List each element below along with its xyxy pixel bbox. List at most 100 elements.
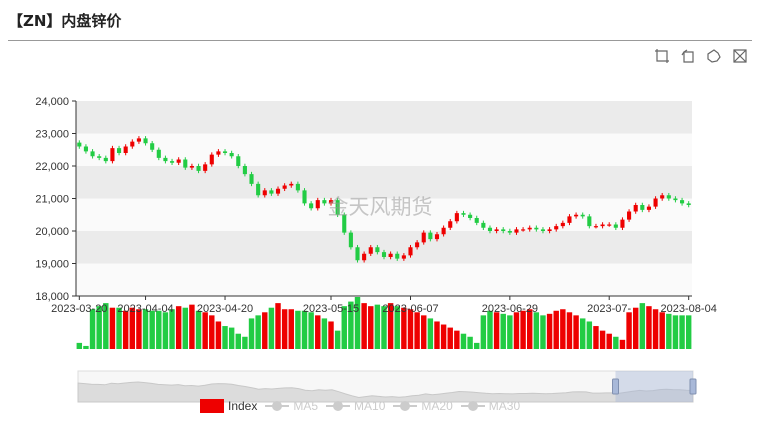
volume-bar [447,327,453,349]
legend-item-ma10[interactable]: MA10 [326,399,385,413]
candle-body [660,195,665,199]
volume-bar [89,309,96,349]
volume-bar [136,309,142,349]
x-tick-label: 2023-06-29 [482,303,538,315]
volume-bar [387,303,394,349]
candle-body [123,146,128,153]
zoom-back-icon[interactable] [680,48,696,64]
datazoom-preview [77,381,694,403]
candle-body [408,247,413,256]
legend-label-index: Index [228,399,258,413]
page-title: 【ZN】内盘锌价 [8,12,122,30]
candle-body [461,213,466,215]
volume-bar [394,306,400,349]
volume-bar [632,307,639,349]
volume-bar [401,307,407,349]
volume-bar [308,312,314,349]
x-tick-label: 2023-03-20 [51,303,107,315]
volume-bar [666,313,672,349]
volume-bar [268,307,275,349]
legend-label-ma10: MA10 [354,399,386,413]
datazoom-selection [615,371,693,402]
candle-body [275,188,281,194]
legend-line-icon [393,399,418,413]
candle-body [434,234,440,240]
y-tick-label: 22,000 [35,161,69,173]
legend-swatch-icon [200,399,224,413]
volume-bar [361,303,367,349]
restore-icon[interactable] [706,48,722,64]
candle-body [574,214,579,217]
x-tick-label: 2023-04-20 [197,303,253,315]
volume-bar [96,306,102,349]
volume-bar [593,326,599,349]
legend-item-ma30[interactable]: MA30 [460,399,521,413]
candle-body [527,227,532,230]
legend-label-ma30: MA30 [488,399,521,413]
candle-body [103,157,108,162]
volume-bar [228,327,235,349]
candle-body [613,224,618,228]
volume-bar [281,309,288,349]
legend-item-index[interactable]: Index [200,399,257,413]
candle-body [256,183,261,196]
legend-label-ma5: MA5 [293,399,319,413]
volume-bar [414,312,420,349]
volume-bar [235,333,241,349]
volume-bar [566,312,573,349]
volume-bar [407,309,414,349]
volume-bar [169,309,175,349]
candle-body [474,218,479,223]
volume-bar [599,330,606,349]
volume-bar [679,315,685,349]
candle-body [640,205,645,210]
volume-bar [626,312,632,349]
candle-body [567,216,572,223]
x-tick-label: 2023-04-04 [117,303,173,315]
volume-bar [454,330,460,349]
candle-body [593,226,599,228]
volume-bar [440,324,447,349]
candle-body [560,222,565,227]
volume-bar [685,315,692,349]
legend-item-ma20[interactable]: MA20 [393,399,453,413]
save-image-icon[interactable] [732,48,748,64]
candle-body [242,166,247,175]
candle-body [487,227,493,231]
candle-body [554,226,559,230]
candle-body [130,141,135,147]
candle-body [315,200,320,209]
volume-bar [639,303,646,349]
candle-body [620,219,625,228]
volume-bar [573,315,579,349]
y-tick-label: 23,000 [35,129,69,141]
volume-bar [579,318,586,349]
grid-band [76,101,692,134]
zoom-select-icon[interactable] [654,48,670,64]
candle-body [117,148,122,153]
candle-body [110,148,115,162]
volume-bar [520,310,526,349]
candle-body [388,253,393,257]
candle-body [176,159,181,163]
y-tick-label: 18,000 [35,291,69,303]
candle-body [600,224,605,227]
volume-bar [182,307,189,349]
volume-bar [222,326,228,349]
candle-body [355,247,360,261]
volume-bar [175,306,182,349]
volume-bar [248,318,255,349]
candle-body [653,198,658,207]
x-tick-label: 2023-05-15 [303,303,359,315]
chart-legend: Index MA5 MA10 MA20 MA30 [200,399,520,413]
candle-body [309,203,314,209]
volume-bar [427,318,434,349]
volume-bar [533,312,540,349]
legend-item-ma5[interactable]: MA5 [265,399,318,413]
candle-body [547,229,552,231]
candle-body [428,232,433,240]
candle-body [269,190,274,194]
volume-bar [527,309,533,349]
candle-body [501,229,506,231]
candle-body [468,214,473,218]
